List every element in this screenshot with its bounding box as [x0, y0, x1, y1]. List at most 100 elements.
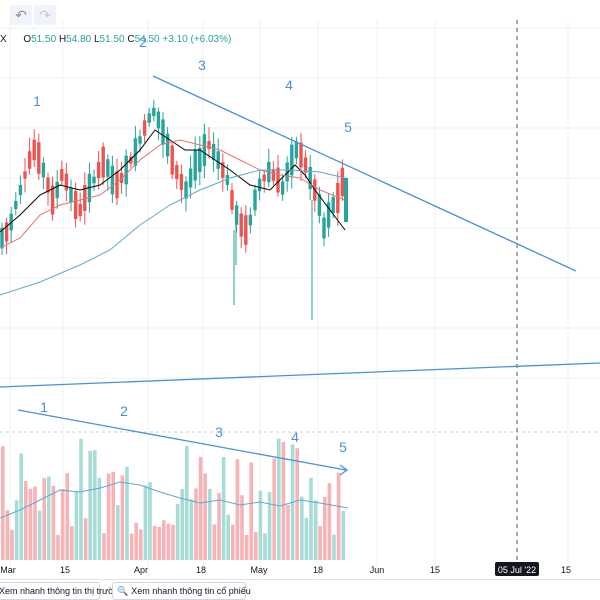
- volume-ma: [0, 481, 349, 519]
- volume-bar: [14, 500, 19, 560]
- candle-body: [336, 183, 340, 213]
- volume-trendline: [17, 409, 347, 471]
- candle-body: [198, 147, 202, 173]
- volume-bar: [116, 505, 120, 560]
- undo-icon[interactable]: ↶: [10, 5, 32, 25]
- volume-bar: [97, 477, 102, 560]
- x-tick-label: 15: [561, 565, 571, 575]
- volume-bar: [318, 525, 322, 560]
- stock-overview-button[interactable]: 🔍 Xem nhanh thông tin cổ phiếu: [112, 582, 251, 600]
- ma-fast-line: [0, 129, 346, 233]
- volume-bar: [295, 448, 299, 560]
- volume-bar: [240, 495, 244, 560]
- wave-label-price: 4: [285, 77, 293, 93]
- volume-bar: [19, 453, 23, 560]
- volume-bar: [254, 532, 258, 560]
- volume-bar: [28, 488, 33, 560]
- volume-bar: [267, 492, 272, 560]
- candle-body: [276, 167, 280, 193]
- open-label: O: [23, 34, 32, 45]
- volume-bar: [134, 522, 138, 560]
- wave-label-price: 1: [33, 93, 41, 109]
- candle-body: [46, 177, 50, 193]
- candle-body: [41, 162, 46, 178]
- volume-bar: [194, 488, 198, 560]
- stock-overview-label: Xem nhanh thông tin cổ phiếu: [131, 586, 251, 596]
- volume-bar: [42, 478, 46, 560]
- candle-body: [27, 151, 32, 169]
- volume-bar: [231, 524, 235, 560]
- volume-bar: [304, 517, 309, 560]
- x-tick-label: Jun: [370, 565, 385, 575]
- volume-bar: [208, 488, 212, 560]
- candle-body: [188, 168, 193, 188]
- volume-bar: [198, 456, 203, 560]
- wave-label-price: 3: [198, 57, 206, 73]
- volume-bar: [125, 466, 129, 560]
- volume-bar: [249, 462, 253, 560]
- candle-body: [147, 113, 151, 123]
- volume-bar: [341, 510, 345, 560]
- candle-body: [170, 145, 174, 175]
- x-axis: Mar 15 Apr 18 May 18 Jun 15 05 Jul '22 15: [0, 562, 571, 576]
- volume-bar: [332, 534, 336, 560]
- candle-body: [230, 190, 234, 210]
- market-overview-button[interactable]: Xem nhanh thông tin thị trường: [0, 582, 124, 600]
- volume-bar: [120, 475, 125, 560]
- volume-bar: [166, 523, 171, 560]
- candle-body: [142, 120, 147, 136]
- candle-body: [4, 222, 9, 242]
- volume-bar: [33, 486, 37, 560]
- candle-body: [271, 169, 276, 181]
- candle-body: [73, 191, 78, 219]
- candle-body: [129, 156, 133, 164]
- volume-bar: [258, 490, 263, 560]
- candle-body: [308, 166, 312, 190]
- candle-body: [124, 155, 128, 185]
- candle-body: [262, 174, 266, 182]
- volume-bar: [70, 526, 74, 560]
- ma-slow-line: [0, 169, 346, 296]
- candle-body: [96, 161, 101, 179]
- volume-bar: [203, 473, 207, 560]
- volume-bar: [102, 533, 106, 560]
- candle-body: [184, 181, 188, 199]
- volume-bar: [336, 472, 341, 560]
- toolbar: ↶ ↷: [0, 0, 60, 28]
- volume-bar: [281, 441, 286, 560]
- volume-bar: [129, 533, 134, 560]
- candle-body: [340, 167, 345, 197]
- volume-bar: [139, 529, 143, 560]
- volume-bar: [83, 518, 88, 560]
- candle-body: [221, 162, 225, 178]
- upper-trendline: [152, 75, 577, 272]
- volume-bar: [157, 526, 161, 560]
- candle-body: [165, 133, 170, 157]
- wave-label-volume: 4: [291, 429, 299, 445]
- candle-body: [55, 181, 59, 199]
- wave-labels: 1 2 3 4 5 1 2 3 4 5: [33, 34, 352, 455]
- volume-trendline-arrow: [339, 464, 349, 476]
- candles: [0, 99, 348, 320]
- candle-body: [92, 176, 96, 184]
- candle-body: [64, 173, 69, 191]
- low-value: 51.50: [99, 34, 125, 45]
- candle-body: [101, 146, 105, 178]
- candle-body: [248, 214, 253, 226]
- candle-body: [115, 171, 119, 199]
- trendlines: [0, 75, 600, 476]
- volume-bar: [180, 488, 184, 560]
- candle-body: [83, 185, 87, 211]
- search-icon: 🔍: [117, 586, 129, 596]
- high-value: 54.80: [66, 34, 92, 45]
- candle-body: [69, 187, 73, 203]
- candle-body: [225, 174, 230, 186]
- candle-body: [202, 134, 207, 166]
- wave-label-price: 2: [139, 34, 147, 50]
- x-tick-highlight: [495, 562, 539, 576]
- redo-icon[interactable]: ↷: [34, 5, 56, 25]
- volume-bar: [37, 510, 42, 560]
- candle-body: [216, 151, 220, 169]
- candle-body: [193, 149, 197, 181]
